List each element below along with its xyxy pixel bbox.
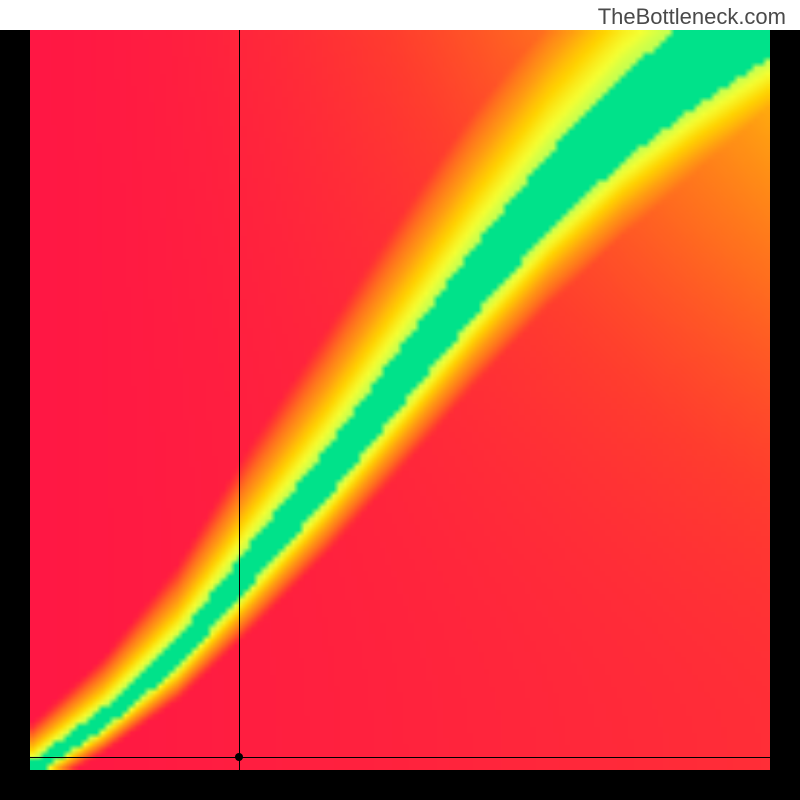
figure-container: TheBottleneck.com [0,0,800,800]
plot-area [30,30,770,770]
crosshair-marker-dot [235,753,243,761]
outer-black-frame [0,30,800,800]
bottleneck-heatmap [30,30,770,770]
crosshair-horizontal-line [30,757,770,758]
crosshair-vertical-line [239,30,240,770]
watermark-text: TheBottleneck.com [598,4,786,30]
